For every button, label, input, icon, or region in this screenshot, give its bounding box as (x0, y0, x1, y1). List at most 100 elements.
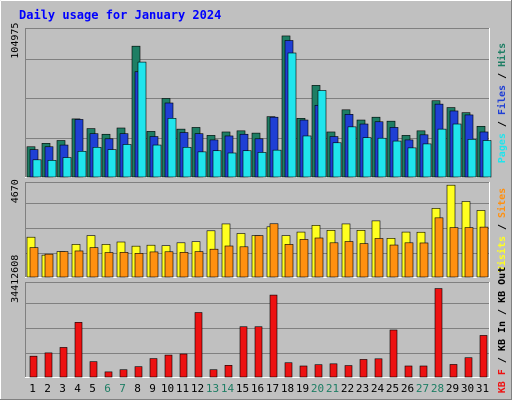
bar-kb-f-day-1 (29, 355, 38, 378)
y-tick-label: 104975 (10, 23, 21, 59)
bar-sites-day-18 (284, 244, 294, 278)
bar-sites-day-14 (224, 245, 234, 278)
x-tick-label-day-28: 28 (431, 382, 444, 395)
bar-kb-f-day-8 (134, 366, 143, 378)
x-tick-label-day-1: 1 (29, 382, 36, 395)
bar-pages-day-7 (122, 144, 132, 178)
x-tick-label-day-2: 2 (44, 382, 51, 395)
bar-kb-f-day-12 (194, 312, 203, 378)
bar-pages-day-5 (92, 147, 102, 178)
bar-kb-f-day-5 (89, 361, 98, 378)
bar-sites-day-25 (389, 244, 399, 278)
bar-kb-f-day-9 (149, 358, 158, 378)
bar-pages-day-6 (107, 149, 117, 178)
x-tick-label-day-29: 29 (446, 382, 459, 395)
x-tick-label-day-15: 15 (236, 382, 249, 395)
x-tick-label-day-19: 19 (296, 382, 309, 395)
legend-hits: Hits (496, 43, 508, 67)
legend-kb-f: KB F (497, 369, 508, 393)
x-tick-label-day-20: 20 (311, 382, 324, 395)
bar-sites-day-12 (194, 251, 204, 278)
x-tick-label-day-12: 12 (191, 382, 204, 395)
bar-kb-f-day-30 (464, 357, 473, 378)
bar-kb-f-day-16 (254, 326, 263, 378)
bar-pages-day-29 (452, 123, 462, 178)
bar-kb-f-day-2 (44, 352, 53, 378)
bar-sites-day-27 (419, 242, 429, 278)
x-tick-label-day-17: 17 (266, 382, 279, 395)
bar-pages-day-16 (257, 152, 267, 178)
x-tick-label-day-31: 31 (476, 382, 489, 395)
legend-pages: Pages (497, 133, 508, 163)
bar-kb-f-day-31 (479, 335, 488, 378)
bar-sites-day-7 (119, 252, 129, 278)
bar-kb-f-day-24 (374, 358, 383, 378)
bar-sites-day-8 (134, 253, 144, 278)
bar-kb-f-day-28 (434, 288, 443, 378)
x-tick-label-day-10: 10 (161, 382, 174, 395)
bar-pages-day-27 (422, 143, 432, 178)
bar-kb-f-day-20 (314, 364, 323, 378)
x-tick-label-day-22: 22 (341, 382, 354, 395)
bar-pages-day-2 (47, 160, 57, 178)
x-tick-label-day-16: 16 (251, 382, 264, 395)
bar-pages-day-25 (392, 140, 402, 178)
legend: Pages / Files / Hits (496, 43, 508, 163)
x-tick-label-day-5: 5 (89, 382, 96, 395)
bar-kb-f-day-21 (329, 363, 338, 378)
bar-kb-f-day-25 (389, 329, 398, 378)
y-tick-label: 4670 (10, 179, 21, 203)
bar-pages-day-9 (152, 144, 162, 178)
bar-pages-day-18 (287, 52, 297, 178)
bar-pages-day-14 (227, 152, 237, 178)
bar-kb-f-day-4 (74, 322, 83, 378)
bar-pages-day-21 (332, 142, 342, 178)
bar-pages-day-4 (77, 150, 87, 178)
bar-sites-day-26 (404, 242, 414, 278)
bar-pages-day-1 (32, 159, 42, 178)
bar-sites-day-13 (209, 248, 219, 278)
bar-kb-f-day-19 (299, 365, 308, 378)
legend-separator: / (497, 67, 508, 85)
legend-kb-in: KB In (497, 321, 508, 351)
x-tick-label-day-25: 25 (386, 382, 399, 395)
bar-sites-day-22 (344, 241, 354, 278)
bar-sites-day-31 (479, 226, 489, 278)
bar-pages-day-19 (302, 135, 312, 178)
bar-sites-day-19 (299, 239, 309, 278)
bar-sites-day-10 (164, 251, 174, 278)
bar-pages-day-31 (482, 140, 492, 178)
bar-kb-f-day-17 (269, 294, 278, 378)
x-tick-label-day-9: 9 (149, 382, 156, 395)
panel-2: 4670 Visits / Sites (10, 179, 508, 278)
bar-pages-day-10 (167, 118, 177, 178)
x-tick-label-day-21: 21 (326, 382, 339, 395)
x-tick-label-day-23: 23 (356, 382, 369, 395)
panel-1: 104975 Pages / Files / Hits (10, 23, 508, 178)
bar-pages-day-13 (212, 150, 222, 178)
bar-kb-f-day-18 (284, 362, 293, 378)
bar-pages-day-26 (407, 147, 417, 178)
bar-pages-day-24 (377, 137, 387, 178)
bar-pages-day-17 (272, 149, 282, 178)
bar-sites-day-21 (329, 242, 339, 278)
legend-separator: / (497, 303, 508, 321)
bar-kb-f-day-27 (419, 365, 428, 378)
bar-pages-day-12 (197, 151, 207, 178)
x-tick-label-day-6: 6 (104, 382, 111, 395)
bar-sites-day-5 (89, 247, 99, 278)
bar-sites-day-2 (44, 253, 54, 278)
bar-sites-day-6 (104, 252, 114, 278)
bar-sites-day-3 (59, 251, 69, 278)
legend: KB F / KB In / KB Out (497, 267, 508, 393)
bar-kb-f-day-29 (449, 364, 458, 378)
bar-kb-f-day-7 (119, 369, 128, 378)
bar-pages-day-3 (62, 157, 72, 178)
bar-kb-f-day-3 (59, 347, 68, 378)
bar-kb-f-day-22 (344, 365, 353, 378)
bar-kb-f-day-14 (224, 365, 233, 378)
x-tick-label-day-18: 18 (281, 382, 294, 395)
bar-pages-day-20 (317, 90, 327, 178)
legend-separator: / (497, 218, 508, 236)
bar-sites-day-28 (434, 217, 444, 278)
